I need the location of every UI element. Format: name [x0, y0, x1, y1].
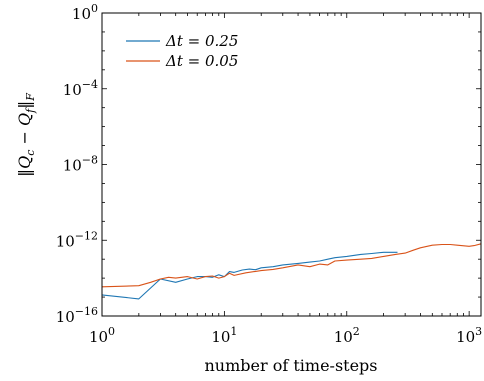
x-tick-label: 101 [211, 325, 237, 346]
y-tick-label: 100 [72, 2, 98, 23]
x-tick-labels: 100 101 102 103 [89, 325, 482, 346]
y-tick-labels: 100 10−4 10−8 10−12 10−16 [56, 2, 98, 326]
svg-text:‖Qc − Qf‖F: ‖Qc − Qf‖F [15, 93, 37, 177]
y-axis-label: ‖Qc − Qf‖F [15, 93, 37, 177]
x-tick-label: 102 [334, 325, 360, 346]
y-tick-label: 10−8 [63, 154, 98, 175]
plot-frame [101, 12, 482, 317]
legend-label: Δt = 0.05 [165, 52, 238, 70]
legend-label: Δt = 0.25 [165, 32, 238, 50]
x-axis-label: number of time-steps [204, 356, 377, 375]
plot-lines [101, 243, 482, 300]
legend: Δt = 0.25 Δt = 0.05 [118, 27, 278, 71]
series-line [101, 243, 482, 288]
y-tick-label: 10−16 [56, 305, 98, 326]
legend-box [118, 27, 278, 71]
x-tick-label: 100 [89, 325, 115, 346]
y-tick-label: 10−12 [56, 229, 98, 250]
y-tick-label: 10−4 [63, 78, 98, 99]
x-tick-label: 103 [456, 325, 482, 346]
